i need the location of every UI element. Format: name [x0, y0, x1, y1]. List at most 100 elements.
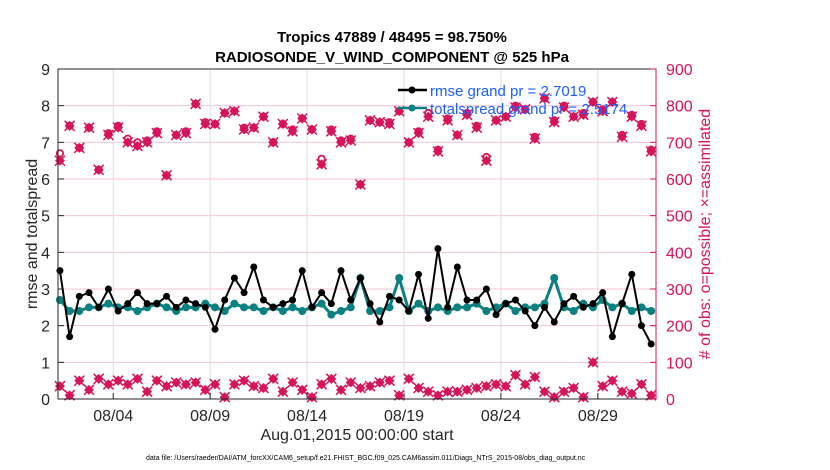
- obs-low-point: [180, 378, 192, 390]
- obs-low-point: [383, 375, 395, 387]
- obs-marker-cross: [364, 380, 376, 392]
- rmse-point: [201, 303, 209, 311]
- obs-marker-cross: [529, 133, 541, 145]
- obs-marker-cross: [170, 376, 182, 389]
- rmse-point: [114, 307, 122, 315]
- totalspread-point: [162, 303, 171, 312]
- rmse-point: [182, 296, 190, 304]
- obs-marker-cross: [422, 111, 434, 123]
- rmse-point: [66, 333, 74, 341]
- obs-marker-cross: [141, 386, 153, 398]
- obs-assimilated-point: [180, 127, 192, 139]
- obs-low-point: [374, 376, 386, 389]
- obs-marker-cross: [413, 127, 425, 139]
- obs-assimilated-point: [141, 136, 153, 148]
- obs-assimilated-point: [548, 116, 560, 128]
- rmse-point: [521, 307, 529, 315]
- obs-low-point: [112, 375, 124, 387]
- obs-low-point: [568, 382, 580, 394]
- obs-marker-cross: [383, 118, 395, 130]
- obs-marker-cross: [597, 105, 609, 117]
- totalspread-point: [181, 303, 190, 312]
- obs-marker-cross: [471, 122, 483, 134]
- rmse-point: [570, 292, 578, 300]
- totalspread-point: [317, 299, 326, 308]
- obs-low-point: [364, 380, 376, 392]
- obs-marker-cross: [161, 169, 173, 181]
- rmse-point: [337, 267, 345, 275]
- y-tick-label: 8: [41, 99, 50, 116]
- y-tick-label-right: 500: [666, 209, 693, 226]
- obs-marker-cross: [471, 382, 483, 394]
- obs-low-point: [461, 384, 473, 396]
- rmse-point: [230, 274, 238, 282]
- obs-assimilated-point: [490, 114, 502, 126]
- obs-low-point: [93, 373, 105, 385]
- obs-marker-cross: [257, 111, 270, 123]
- obs-marker-cross: [442, 114, 454, 126]
- line-layer: [55, 245, 656, 348]
- rmse-point: [453, 263, 461, 271]
- rmse-point: [405, 307, 413, 315]
- obs-low-point: [316, 378, 328, 390]
- rmse-point: [608, 333, 616, 341]
- obs-low-point: [539, 386, 551, 398]
- obs-marker-cross: [325, 373, 337, 385]
- obs-low-point: [606, 375, 618, 387]
- obs-assimilated-point: [257, 111, 270, 123]
- obs-assimilated-point: [403, 136, 415, 148]
- obs-low-point: [509, 369, 521, 381]
- obs-marker-cross: [374, 376, 386, 389]
- obs-low-point: [519, 378, 531, 390]
- obs-assimilated-point: [500, 111, 512, 123]
- obs-assimilated-point: [509, 101, 521, 114]
- y-tick-label-right: 400: [666, 245, 693, 262]
- totalspread-point: [230, 299, 239, 308]
- obs-assimilated-point: [432, 145, 444, 158]
- obs-assimilated-point: [112, 122, 124, 134]
- obs-marker-cross: [325, 125, 337, 137]
- obs-assimilated-point: [383, 118, 395, 130]
- obs-assimilated-point: [461, 109, 473, 121]
- obs-marker-cross: [73, 142, 85, 154]
- obs-low-point: [403, 373, 415, 385]
- obs-marker-cross: [568, 111, 580, 123]
- rmse-point: [163, 292, 171, 300]
- rmse-point: [424, 314, 432, 322]
- totalspread-point: [375, 307, 384, 315]
- obs-assimilated-point: [626, 111, 638, 123]
- obs-marker-cross: [635, 120, 647, 132]
- obs-low-point: [131, 373, 144, 385]
- totalspread-point: [385, 303, 394, 312]
- chart-title: Tropics 47889 / 48495 = 98.750%: [277, 29, 507, 46]
- obs-low-point: [141, 386, 153, 398]
- obs-marker-cross: [306, 391, 318, 403]
- obs-assimilated-point: [587, 96, 599, 108]
- rmse-point: [153, 300, 161, 308]
- obs-marker-cross: [161, 380, 173, 392]
- obs-marker-cross: [219, 391, 231, 403]
- obs-marker-cross: [587, 96, 599, 108]
- obs-count-layer: [54, 92, 657, 403]
- obs-assimilated-point: [228, 105, 240, 117]
- totalspread-point: [240, 303, 249, 312]
- obs-marker-cross: [54, 155, 66, 167]
- rmse-point: [511, 296, 519, 304]
- obs-assimilated-point: [170, 129, 182, 141]
- obs-marker-cross: [442, 386, 454, 398]
- obs-marker-cross: [209, 378, 221, 390]
- rmse-point: [240, 289, 248, 297]
- obs-assimilated-point: [161, 169, 173, 181]
- obs-low-point: [451, 386, 463, 398]
- obs-marker-cross: [509, 101, 521, 114]
- obs-assimilated-point: [93, 164, 105, 176]
- rmse-point: [415, 270, 423, 278]
- totalspread-point: [346, 303, 355, 312]
- obs-marker-cross: [364, 114, 376, 126]
- obs-assimilated-point: [277, 118, 289, 130]
- rmse-point: [269, 303, 277, 311]
- obs-low-point: [287, 376, 299, 389]
- obs-marker-cross: [539, 92, 551, 104]
- x-axis-label: Aug.01,2015 00:00:00 start: [260, 427, 454, 444]
- obs-low-point: [306, 391, 318, 403]
